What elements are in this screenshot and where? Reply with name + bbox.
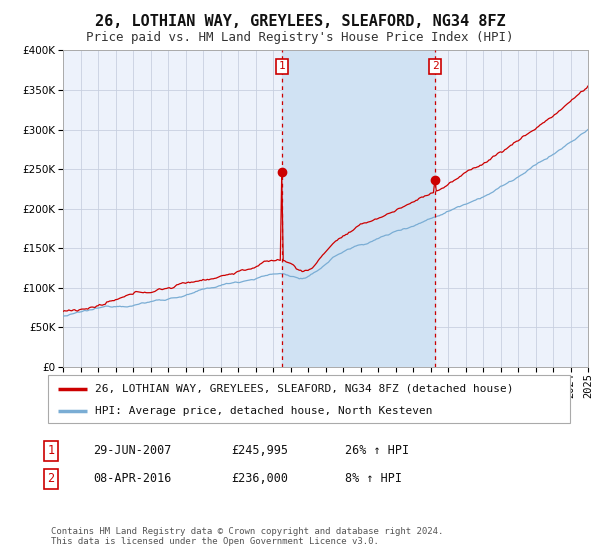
- Text: 2: 2: [47, 472, 55, 486]
- Text: Contains HM Land Registry data © Crown copyright and database right 2024.
This d: Contains HM Land Registry data © Crown c…: [51, 526, 443, 546]
- Text: £236,000: £236,000: [231, 472, 288, 486]
- Text: 1: 1: [47, 444, 55, 458]
- Text: Price paid vs. HM Land Registry's House Price Index (HPI): Price paid vs. HM Land Registry's House …: [86, 31, 514, 44]
- Text: 1: 1: [278, 62, 285, 72]
- Bar: [282, 50, 435, 367]
- Text: HPI: Average price, detached house, North Kesteven: HPI: Average price, detached house, Nort…: [95, 406, 433, 416]
- Text: 26% ↑ HPI: 26% ↑ HPI: [345, 444, 409, 458]
- Text: £245,995: £245,995: [231, 444, 288, 458]
- Text: 29-JUN-2007: 29-JUN-2007: [93, 444, 172, 458]
- Text: 2: 2: [432, 62, 439, 72]
- Text: 8% ↑ HPI: 8% ↑ HPI: [345, 472, 402, 486]
- Text: 26, LOTHIAN WAY, GREYLEES, SLEAFORD, NG34 8FZ: 26, LOTHIAN WAY, GREYLEES, SLEAFORD, NG3…: [95, 14, 505, 29]
- FancyBboxPatch shape: [48, 375, 570, 423]
- Text: 08-APR-2016: 08-APR-2016: [93, 472, 172, 486]
- Text: 26, LOTHIAN WAY, GREYLEES, SLEAFORD, NG34 8FZ (detached house): 26, LOTHIAN WAY, GREYLEES, SLEAFORD, NG3…: [95, 384, 514, 394]
